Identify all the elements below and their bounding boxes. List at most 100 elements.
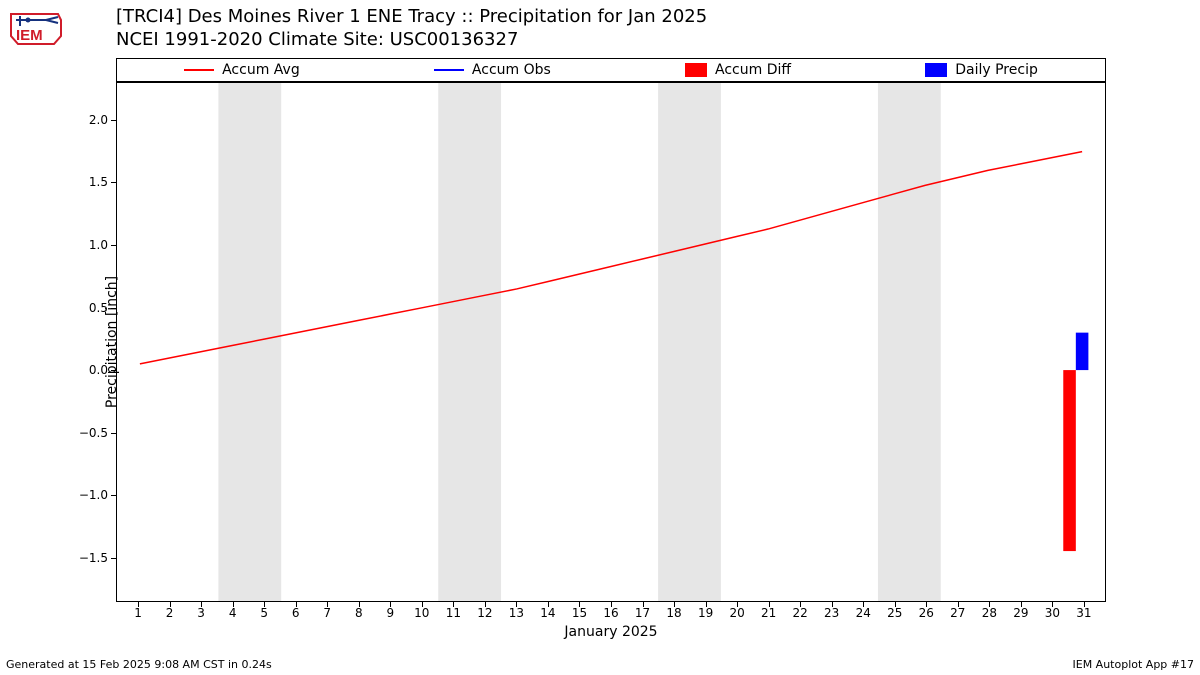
y-tick-mark xyxy=(111,308,116,309)
y-tick-mark xyxy=(111,433,116,434)
svg-text:IEM: IEM xyxy=(16,27,43,44)
x-tick-label: 28 xyxy=(982,606,997,620)
x-tick-mark xyxy=(800,602,801,607)
weekend-band xyxy=(438,83,501,601)
x-tick-mark xyxy=(1021,602,1022,607)
x-tick-mark xyxy=(138,602,139,607)
legend-item-accum-diff: Accum Diff xyxy=(685,62,791,78)
x-tick-mark xyxy=(233,602,234,607)
x-tick-label: 21 xyxy=(761,606,776,620)
x-tick-mark xyxy=(1052,602,1053,607)
iem-logo-icon: IEM xyxy=(6,6,66,48)
legend: Accum Avg Accum Obs Accum Diff Daily Pre… xyxy=(116,58,1106,82)
x-tick-label: 10 xyxy=(414,606,429,620)
x-tick-label: 20 xyxy=(729,606,744,620)
x-tick-mark xyxy=(863,602,864,607)
chart-title: [TRCI4] Des Moines River 1 ENE Tracy :: … xyxy=(116,6,707,51)
y-tick-mark xyxy=(111,558,116,559)
x-tick-label: 8 xyxy=(355,606,363,620)
x-tick-mark xyxy=(674,602,675,607)
x-tick-mark xyxy=(201,602,202,607)
x-tick-label: 4 xyxy=(229,606,237,620)
x-tick-mark xyxy=(895,602,896,607)
y-tick-mark xyxy=(111,245,116,246)
legend-swatch xyxy=(685,63,707,77)
y-axis-label: Precipitation [inch] xyxy=(104,276,120,408)
x-tick-label: 7 xyxy=(323,606,331,620)
x-tick-mark xyxy=(611,602,612,607)
x-tick-mark xyxy=(643,602,644,607)
y-tick-mark xyxy=(111,120,116,121)
x-tick-mark xyxy=(516,602,517,607)
x-tick-label: 30 xyxy=(1045,606,1060,620)
y-tick-mark xyxy=(111,370,116,371)
x-tick-mark xyxy=(926,602,927,607)
x-axis-label: January 2025 xyxy=(116,624,1106,640)
legend-swatch xyxy=(434,69,464,71)
x-tick-mark xyxy=(737,602,738,607)
y-tick-label: 1.5 xyxy=(68,175,108,189)
y-tick-mark xyxy=(111,182,116,183)
legend-item-accum-obs: Accum Obs xyxy=(434,62,551,78)
y-tick-mark xyxy=(111,495,116,496)
x-tick-label: 11 xyxy=(446,606,461,620)
x-tick-mark xyxy=(579,602,580,607)
legend-label: Accum Diff xyxy=(715,62,791,78)
plot-area xyxy=(116,82,1106,602)
x-tick-label: 9 xyxy=(386,606,394,620)
footer-generated: Generated at 15 Feb 2025 9:08 AM CST in … xyxy=(6,658,272,671)
accum-diff-bar xyxy=(1063,370,1076,551)
x-tick-label: 25 xyxy=(887,606,902,620)
x-tick-label: 12 xyxy=(477,606,492,620)
x-tick-label: 27 xyxy=(950,606,965,620)
x-tick-label: 24 xyxy=(856,606,871,620)
daily-precip-bar xyxy=(1076,333,1089,370)
legend-item-daily-precip: Daily Precip xyxy=(925,62,1038,78)
x-tick-mark xyxy=(296,602,297,607)
x-tick-label: 26 xyxy=(919,606,934,620)
title-line-2: NCEI 1991-2020 Climate Site: USC00136327 xyxy=(116,29,707,52)
x-tick-label: 23 xyxy=(824,606,839,620)
y-tick-label: 1.0 xyxy=(68,238,108,252)
x-tick-label: 3 xyxy=(197,606,205,620)
x-tick-label: 6 xyxy=(292,606,300,620)
legend-item-accum-avg: Accum Avg xyxy=(184,62,300,78)
x-tick-mark xyxy=(359,602,360,607)
x-tick-label: 2 xyxy=(166,606,174,620)
title-line-1: [TRCI4] Des Moines River 1 ENE Tracy :: … xyxy=(116,6,707,29)
x-tick-mark xyxy=(1084,602,1085,607)
x-tick-mark xyxy=(958,602,959,607)
x-tick-mark xyxy=(327,602,328,607)
y-tick-label: 0.5 xyxy=(68,301,108,315)
x-tick-mark xyxy=(769,602,770,607)
legend-label: Daily Precip xyxy=(955,62,1038,78)
plot-svg xyxy=(117,83,1105,601)
x-tick-label: 1 xyxy=(134,606,142,620)
weekend-band xyxy=(878,83,941,601)
x-tick-label: 18 xyxy=(666,606,681,620)
y-tick-label: −1.0 xyxy=(68,488,108,502)
y-tick-label: −0.5 xyxy=(68,426,108,440)
x-tick-label: 15 xyxy=(572,606,587,620)
y-tick-label: 0.0 xyxy=(68,363,108,377)
legend-swatch xyxy=(925,63,947,77)
x-tick-label: 17 xyxy=(635,606,650,620)
x-tick-label: 14 xyxy=(540,606,555,620)
x-tick-label: 13 xyxy=(509,606,524,620)
x-tick-mark xyxy=(453,602,454,607)
x-tick-mark xyxy=(390,602,391,607)
x-tick-mark xyxy=(422,602,423,607)
x-tick-label: 31 xyxy=(1076,606,1091,620)
y-tick-label: −1.5 xyxy=(68,551,108,565)
x-tick-mark xyxy=(706,602,707,607)
footer-app: IEM Autoplot App #17 xyxy=(1073,658,1195,671)
legend-label: Accum Avg xyxy=(222,62,300,78)
x-tick-label: 29 xyxy=(1013,606,1028,620)
x-tick-label: 22 xyxy=(793,606,808,620)
x-tick-mark xyxy=(832,602,833,607)
x-tick-mark xyxy=(170,602,171,607)
x-tick-label: 5 xyxy=(260,606,268,620)
x-tick-mark xyxy=(485,602,486,607)
legend-label: Accum Obs xyxy=(472,62,551,78)
x-tick-label: 19 xyxy=(698,606,713,620)
